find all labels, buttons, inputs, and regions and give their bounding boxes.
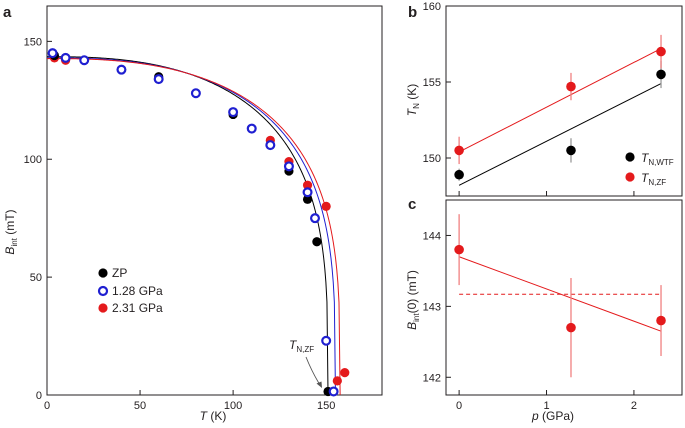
c-point (656, 315, 666, 326)
c-x-tick-label: 2 (631, 400, 637, 412)
c-x-tick-label: 1 (543, 400, 549, 412)
b-point (656, 46, 666, 57)
a-point (283, 161, 294, 172)
a-x-tick-label: 50 (134, 400, 146, 412)
a-y-tick-label: 100 (24, 154, 42, 166)
legend-1-28gpa-marker (97, 285, 109, 297)
legend-zp-label: ZP (112, 266, 127, 280)
b-y-axis-label: TN (K) (405, 84, 421, 116)
a-point (302, 187, 313, 198)
legend-2-31gpa-marker (98, 303, 108, 313)
legend-tn-zf-label: TN,ZF (641, 171, 666, 187)
c-x-axis-label: p (GPa) (531, 409, 574, 423)
a-point (47, 48, 58, 59)
a-fit-curve (47, 56, 329, 396)
b-point (454, 169, 464, 180)
b-y-tick-label: 160 (423, 1, 441, 13)
b-y-tick-label: 155 (423, 77, 441, 89)
panel-c-label: c (408, 196, 416, 213)
a-point (116, 64, 127, 75)
a-point (321, 201, 331, 211)
a-x-axis-label: T (K) (200, 409, 227, 423)
legend-2-31gpa-label: 2.31 GPa (112, 301, 163, 315)
c-y-tick-label: 144 (423, 230, 441, 242)
legend-1-28gpa-label: 1.28 GPa (112, 284, 163, 298)
a-y-tick-label: 0 (36, 390, 42, 402)
tn-zf-annotation: TN,ZF (289, 338, 314, 354)
legend-tn-zf-marker (625, 172, 635, 182)
a-point (265, 140, 276, 151)
c-x-tick-label: 0 (456, 400, 462, 412)
panel-b-label: b (408, 4, 417, 21)
c-fit-line (458, 256, 662, 332)
b-fit-line (458, 83, 662, 186)
legend-zp-marker (98, 268, 108, 278)
b-point (656, 69, 666, 80)
c-point (454, 244, 464, 255)
legend-tn-wtf-marker (625, 152, 635, 162)
a-point (321, 335, 332, 346)
b-point (566, 145, 576, 156)
panel-a-label: a (3, 4, 12, 21)
a-y-axis-label: Bint (mT) (3, 209, 19, 254)
a-plot-frame (46, 5, 383, 396)
a-point (332, 376, 342, 386)
b-y-tick-label: 150 (423, 153, 441, 165)
a-x-tick-label: 150 (317, 400, 335, 412)
c-point (566, 322, 576, 333)
tn-zf-arrow-line (305, 356, 321, 386)
a-point (312, 237, 322, 247)
a-point (310, 213, 321, 224)
a-point (302, 194, 313, 204)
c-y-axis-label: Bint(0) (mT) (405, 270, 421, 330)
a-point (328, 386, 339, 397)
a-point (228, 107, 239, 118)
a-point (340, 368, 350, 378)
a-x-tick-label: 100 (224, 400, 242, 412)
c-plot-frame (445, 199, 683, 396)
b-fit-line (458, 48, 662, 153)
a-x-tick-label: 0 (44, 400, 50, 412)
a-y-tick-label: 150 (24, 36, 42, 48)
legend-tn-wtf-label: TN,WTF (641, 151, 674, 167)
tn-zf-arrow-head (316, 381, 322, 388)
a-point (246, 123, 257, 134)
a-point (79, 55, 90, 66)
c-y-tick-label: 142 (423, 372, 441, 384)
a-point (190, 88, 201, 99)
a-y-tick-label: 50 (30, 272, 42, 284)
b-plot-frame (445, 5, 683, 197)
a-point (302, 180, 313, 190)
c-y-tick-label: 143 (423, 301, 441, 313)
a-point (60, 52, 71, 63)
a-point (153, 74, 164, 85)
b-point (454, 145, 464, 156)
a-fit-curve (47, 58, 341, 396)
b-point (566, 81, 576, 92)
